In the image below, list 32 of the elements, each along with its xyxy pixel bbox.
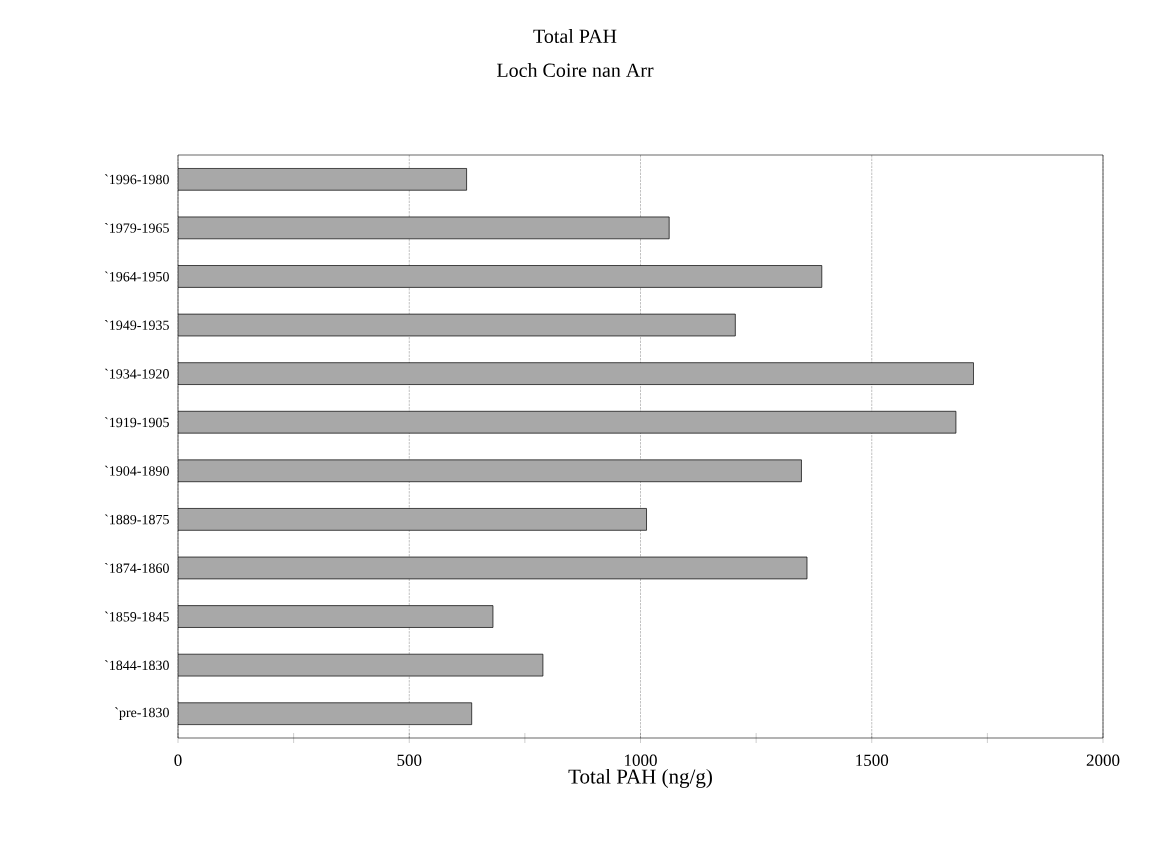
x-axis-title: Total PAH (ng/g) [568, 768, 712, 788]
y-tick-label: `pre-1830 [115, 707, 169, 721]
bar [178, 313, 736, 337]
bar [178, 605, 494, 628]
bar [178, 216, 670, 240]
bar [178, 508, 647, 531]
y-tick-label: `1919-1905 [104, 417, 169, 428]
y-tick-label: `1949-1935 [104, 320, 169, 330]
chart-subtitle: Loch Coire nan Arr [497, 62, 654, 78]
x-tick-label: 0 [174, 754, 182, 767]
y-tick-label: `1859-1845 [104, 611, 169, 622]
y-tick-label: `1904-1890 [104, 465, 169, 476]
x-tick-label: 1000 [625, 754, 657, 767]
bar [178, 265, 823, 288]
y-tick-label: `1979-1965 [104, 222, 169, 233]
bar [178, 410, 957, 434]
y-tick-label: `1889-1875 [104, 514, 169, 525]
y-tick-label: `1996-1980 [104, 174, 169, 185]
bar [178, 556, 808, 580]
x-tick-label: 1500 [856, 754, 889, 767]
chart-title: Total PAH [533, 28, 617, 44]
bar [178, 362, 974, 385]
bar [178, 459, 802, 483]
y-tick-label: `1964-1950 [104, 271, 169, 282]
bar [178, 168, 467, 191]
y-tick-label: `1874-1860 [104, 563, 169, 573]
bar [178, 653, 544, 677]
x-tick-label: 2000 [1086, 754, 1120, 767]
y-tick-label: `1934-1920 [104, 368, 169, 379]
bar [178, 702, 473, 725]
x-tick-label: 500 [397, 754, 422, 767]
y-tick-label: `1844-1830 [104, 660, 169, 671]
